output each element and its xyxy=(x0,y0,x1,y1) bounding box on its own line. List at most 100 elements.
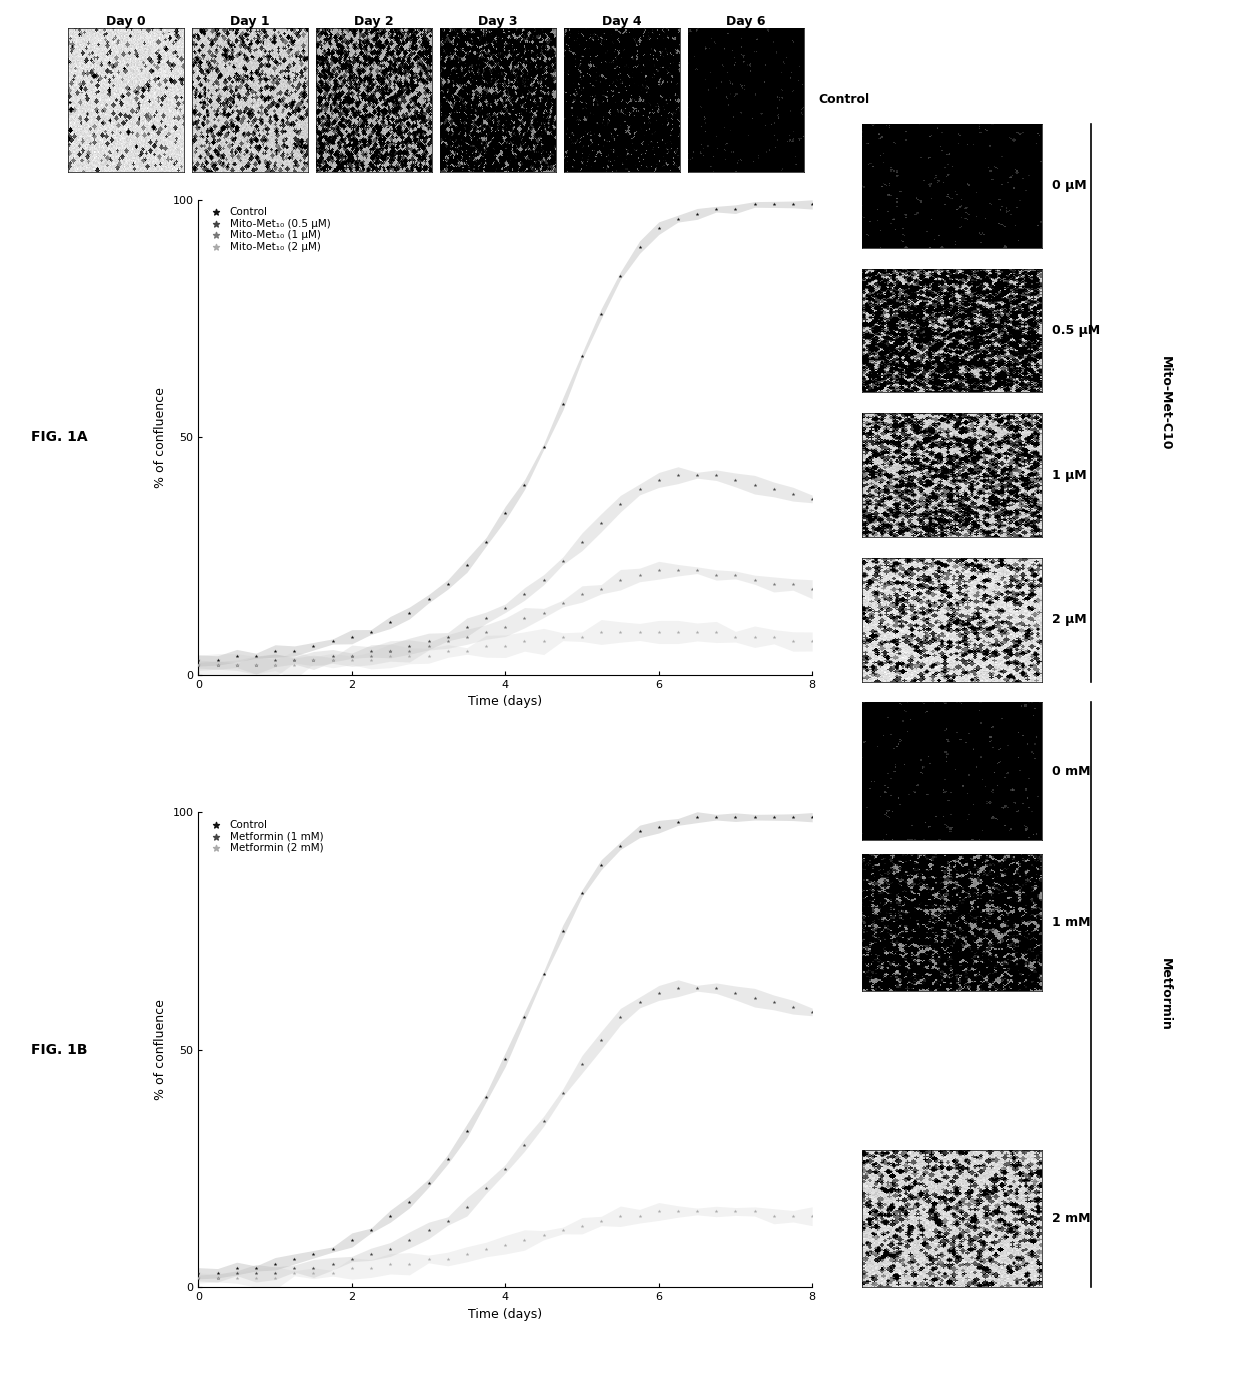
Point xyxy=(707,565,727,587)
Point xyxy=(381,1253,401,1275)
Point xyxy=(630,991,650,1013)
Point xyxy=(515,631,534,653)
Point xyxy=(533,963,553,985)
Point xyxy=(322,631,342,653)
Legend: Control, Metformin (1 mM), Metformin (2 mM): Control, Metformin (1 mM), Metformin (2 … xyxy=(203,818,325,855)
Point xyxy=(419,1172,439,1194)
Point xyxy=(438,1148,458,1170)
Point xyxy=(246,1263,265,1285)
Point xyxy=(246,654,265,676)
Point xyxy=(284,650,304,672)
Point xyxy=(553,920,573,942)
Point xyxy=(649,470,668,492)
Point xyxy=(764,193,784,215)
Point xyxy=(381,1205,401,1227)
Point xyxy=(227,654,247,676)
Point xyxy=(227,1257,247,1279)
Point xyxy=(496,1048,516,1070)
Point xyxy=(610,1005,630,1027)
Point xyxy=(687,806,707,828)
Point xyxy=(438,631,458,653)
Point xyxy=(533,569,553,591)
Point xyxy=(188,650,208,672)
Point xyxy=(687,464,707,486)
Point xyxy=(304,650,324,672)
Point xyxy=(784,573,804,595)
Point xyxy=(533,602,553,624)
Point xyxy=(419,588,439,610)
Point xyxy=(246,1257,265,1279)
Point xyxy=(227,644,247,666)
Point xyxy=(284,1248,304,1270)
Point xyxy=(515,1135,534,1157)
Point xyxy=(591,854,611,876)
Point xyxy=(707,1201,727,1223)
Point xyxy=(668,978,688,1000)
Point xyxy=(361,621,381,643)
Point xyxy=(802,1205,822,1227)
Point xyxy=(188,654,208,676)
Point xyxy=(745,569,765,591)
Point xyxy=(687,202,707,224)
Point xyxy=(361,650,381,672)
Point xyxy=(802,487,822,509)
Point xyxy=(572,582,591,605)
Point xyxy=(265,1263,285,1285)
Point xyxy=(322,650,342,672)
Point xyxy=(610,834,630,856)
Point xyxy=(458,625,477,647)
Point xyxy=(361,640,381,662)
Point xyxy=(649,621,668,643)
Point xyxy=(745,987,765,1009)
Point xyxy=(707,621,727,643)
Point xyxy=(284,1257,304,1279)
Point xyxy=(476,635,496,657)
Point xyxy=(304,635,324,657)
Point xyxy=(591,621,611,643)
Point xyxy=(188,1267,208,1289)
Point xyxy=(227,654,247,676)
Point xyxy=(476,530,496,552)
Point xyxy=(361,1257,381,1279)
Point xyxy=(764,625,784,647)
Point xyxy=(207,654,227,676)
Point xyxy=(725,1201,745,1223)
Title: Day 1: Day 1 xyxy=(231,15,269,28)
Point xyxy=(687,1201,707,1223)
Point xyxy=(533,631,553,653)
Point xyxy=(399,640,419,662)
Point xyxy=(764,573,784,595)
Point xyxy=(438,1248,458,1270)
X-axis label: Time (days): Time (days) xyxy=(469,1308,542,1321)
Point xyxy=(553,1082,573,1104)
Point xyxy=(419,1220,439,1242)
Point xyxy=(496,635,516,657)
Point xyxy=(476,1086,496,1108)
Point xyxy=(496,1158,516,1180)
Point xyxy=(515,607,534,629)
Point xyxy=(591,303,611,325)
Point xyxy=(227,654,247,676)
Point xyxy=(361,644,381,666)
Point xyxy=(515,1228,534,1250)
Point xyxy=(687,978,707,1000)
Point xyxy=(458,1243,477,1265)
Point xyxy=(496,598,516,620)
Point xyxy=(591,512,611,534)
Point xyxy=(764,1205,784,1227)
Point xyxy=(188,1267,208,1289)
Point xyxy=(668,1201,688,1223)
Point xyxy=(322,1263,342,1285)
Point xyxy=(802,631,822,653)
Title: Day 6: Day 6 xyxy=(727,15,765,28)
Point xyxy=(188,654,208,676)
Point xyxy=(610,1205,630,1227)
Point xyxy=(458,1120,477,1142)
Point xyxy=(802,1001,822,1023)
Point xyxy=(725,625,745,647)
Point xyxy=(725,565,745,587)
Text: 2 μM: 2 μM xyxy=(1053,613,1087,627)
Y-axis label: % of confluence: % of confluence xyxy=(154,387,167,487)
Point xyxy=(207,650,227,672)
Point xyxy=(649,559,668,581)
